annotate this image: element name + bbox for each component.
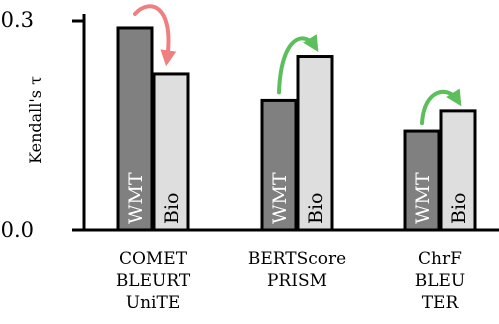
category-label-2-1: BLEU	[415, 271, 466, 291]
category-label-2-2: TER	[422, 293, 460, 313]
bar-group: WMT Bio WMT Bio WMT Bio	[116, 26, 477, 232]
category-label-1-1: PRISM	[267, 271, 327, 291]
bar-series-label-bio-0: Bio	[161, 193, 183, 224]
change-arrow-up-2	[420, 88, 462, 126]
y-axis-label: Kendall's τ	[26, 76, 45, 164]
y-tick-label-bottom: 0.0	[1, 218, 34, 242]
category-label-0-0: COMET	[119, 249, 188, 269]
arrow-group	[133, 4, 462, 126]
change-arrow-up-1	[277, 34, 319, 95]
bar-bio-1	[296, 55, 334, 232]
change-arrow-down-0	[133, 4, 177, 67]
bar-series-label-bio-2: Bio	[448, 193, 470, 224]
bar-series-label-bio-1: Bio	[305, 193, 327, 224]
category-label-0-2: UniTE	[126, 293, 180, 313]
category-label-1-0: BERTScore	[248, 249, 346, 269]
bar-bio-2	[439, 109, 477, 232]
bar-series-label-wmt-1: WMT	[269, 172, 291, 224]
y-tick-label-top: 0.3	[1, 8, 34, 32]
category-label-2-0: ChrF	[418, 249, 462, 269]
bar-series-label-wmt-2: WMT	[412, 172, 434, 224]
category-label-0-1: BLEURT	[116, 271, 191, 291]
bar-series-label-wmt-0: WMT	[125, 172, 147, 224]
